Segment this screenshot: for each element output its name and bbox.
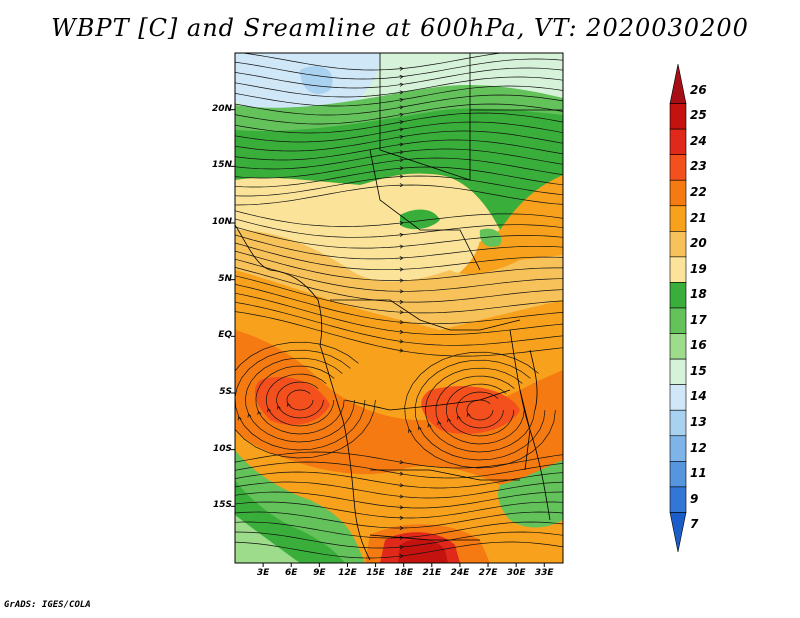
colorbar-label: 25 bbox=[690, 108, 707, 123]
colorbar-swatch bbox=[669, 205, 687, 232]
lat-label: 10N bbox=[211, 217, 232, 227]
colorbar-label: 22 bbox=[690, 185, 707, 199]
grads-credit: GrADS: IGES/COLA bbox=[4, 600, 91, 610]
colorbar-label: 15 bbox=[690, 363, 707, 378]
colorbar-swatch bbox=[669, 358, 687, 385]
colorbar-swatch bbox=[669, 179, 687, 207]
colorbar-swatch bbox=[669, 512, 687, 553]
colorbar-label: 16 bbox=[690, 338, 707, 353]
colorbar-label: 20 bbox=[690, 236, 707, 251]
colorbar-swatch bbox=[669, 128, 687, 155]
lat-label: 20N bbox=[211, 103, 232, 114]
lon-label: 24E bbox=[450, 568, 470, 578]
colorbar-label: 12 bbox=[690, 440, 707, 455]
colorbar-label: 7 bbox=[690, 517, 699, 532]
colorbar-swatch bbox=[669, 307, 687, 334]
streamlines bbox=[235, 53, 563, 559]
lon-label: 18E bbox=[394, 568, 414, 578]
colorbar-label: 14 bbox=[690, 389, 707, 404]
map-frame bbox=[234, 52, 564, 564]
lon-label: 21E bbox=[422, 568, 442, 578]
lat-label: 10S bbox=[212, 443, 232, 454]
colorbar-label: 11 bbox=[690, 466, 707, 481]
lon-label: 15E bbox=[366, 568, 385, 578]
lat-label: 5N bbox=[218, 273, 232, 284]
colorbar-swatch bbox=[669, 486, 687, 513]
colorbar-swatch bbox=[669, 384, 687, 411]
colorbar-label: 17 bbox=[690, 312, 707, 327]
lon-label: 3E bbox=[256, 568, 270, 578]
lon-label: 9E bbox=[313, 568, 326, 578]
colorbar-label: 13 bbox=[690, 415, 707, 429]
lat-label: 5S bbox=[219, 387, 232, 397]
colorbar-label: 24 bbox=[690, 133, 707, 148]
lat-label: EQ bbox=[218, 330, 232, 341]
lon-label: 27E bbox=[478, 568, 498, 578]
colorbar-label: 26 bbox=[690, 82, 707, 97]
colorbar-swatch bbox=[669, 103, 687, 130]
colorbar-swatch bbox=[669, 63, 687, 104]
lat-label: 15N bbox=[211, 160, 232, 171]
lon-label: 30E bbox=[506, 568, 526, 578]
colorbar-label: 19 bbox=[690, 261, 707, 276]
lon-label: 6E bbox=[285, 568, 298, 578]
coastline-borders bbox=[235, 53, 563, 561]
axis-ticks bbox=[231, 109, 545, 567]
lon-label: 33E bbox=[534, 568, 554, 578]
lat-label: 15S bbox=[212, 500, 232, 511]
lon-label: 12E bbox=[338, 568, 357, 578]
chart-title: WBPT [C] and Sreamline at 600hPa, VT: 20… bbox=[51, 14, 749, 42]
colorbar-swatch bbox=[669, 435, 687, 462]
colorbar-swatch bbox=[669, 256, 687, 283]
colorbar-swatch bbox=[669, 282, 687, 309]
colorbar-label: 21 bbox=[690, 210, 707, 225]
colorbar-label: 18 bbox=[690, 287, 707, 302]
colorbar-swatch bbox=[669, 154, 687, 181]
colorbar-swatch bbox=[669, 231, 687, 258]
colorbar-swatch bbox=[669, 461, 687, 488]
colorbar-label: 23 bbox=[690, 159, 707, 174]
colorbar bbox=[669, 63, 687, 553]
colorbar-swatch bbox=[669, 333, 687, 360]
colorbar-label: 9 bbox=[690, 491, 699, 506]
colorbar-swatch bbox=[669, 409, 687, 437]
